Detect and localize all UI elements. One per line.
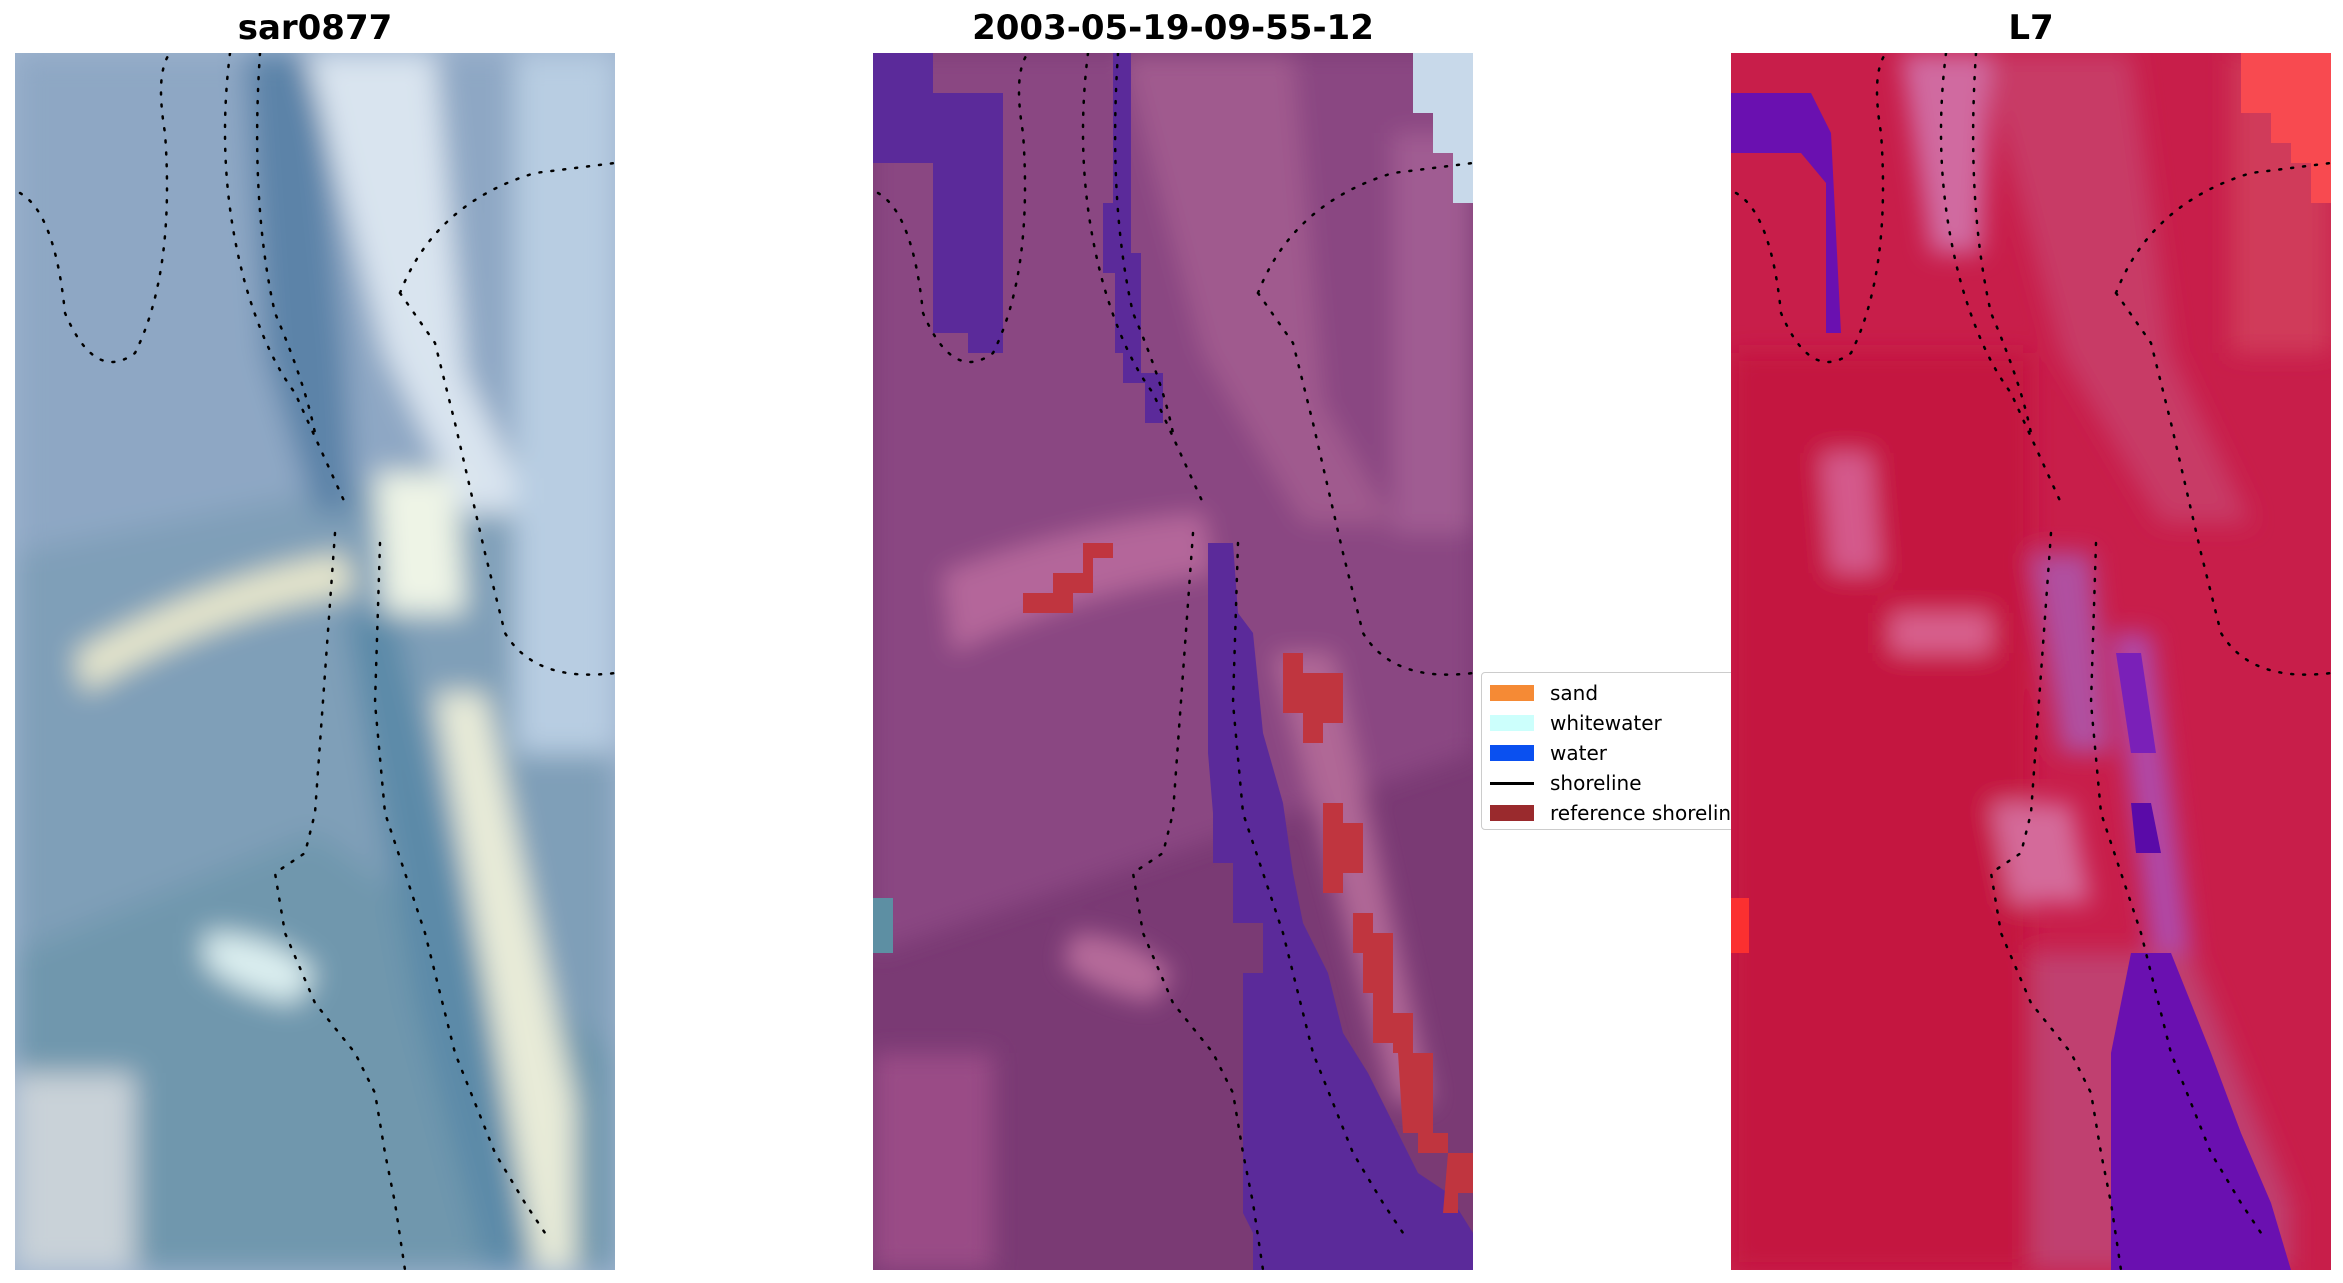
panel-title-mndwi: L7 [2008, 8, 2054, 48]
legend-label-shoreline: shoreline [1550, 771, 1642, 795]
rgb-image [15, 53, 615, 1270]
classified-image-panel [873, 53, 1473, 1270]
legend-label-water: water [1550, 741, 1607, 765]
legend-item-reference-shoreline: reference shoreline [1490, 801, 1743, 825]
water-swatch [1490, 745, 1534, 761]
shoreline-line-swatch [1490, 781, 1534, 785]
legend-label-reference-shoreline: reference shoreline [1550, 801, 1743, 825]
sand-swatch [1490, 685, 1534, 701]
legend: sand whitewater water shoreline referenc… [1481, 672, 1743, 830]
index-image [1731, 53, 2331, 1270]
classified-image [873, 53, 1473, 1270]
legend-item-whitewater: whitewater [1490, 711, 1662, 735]
panel-title-rgb: sar0877 [237, 8, 393, 48]
legend-label-whitewater: whitewater [1550, 711, 1662, 735]
legend-item-shoreline: shoreline [1490, 771, 1642, 795]
panel-title-classified: 2003-05-19-09-55-12 [972, 8, 1374, 48]
reference-shoreline-swatch [1490, 805, 1534, 821]
whitewater-swatch [1490, 715, 1534, 731]
rgb-image-panel [15, 53, 615, 1270]
legend-item-sand: sand [1490, 681, 1598, 705]
index-image-panel [1731, 53, 2331, 1270]
legend-item-water: water [1490, 741, 1607, 765]
legend-label-sand: sand [1550, 681, 1599, 705]
